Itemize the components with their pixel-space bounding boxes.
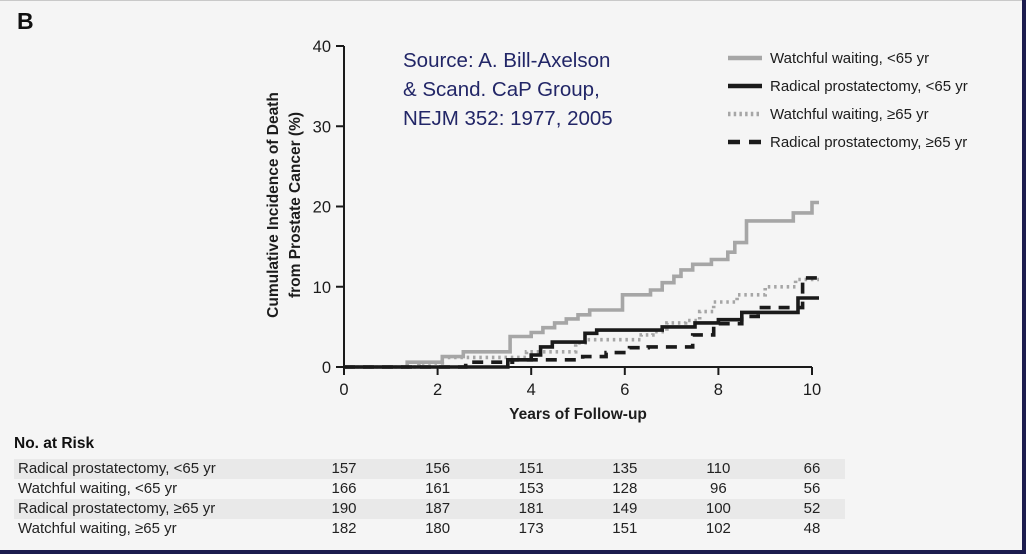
x-tick-label: 2 bbox=[433, 381, 442, 399]
risk-table-row: Radical prostatectomy, <65 yr 157 156 151 13… bbox=[14, 459, 845, 479]
risk-count-cell: 161 bbox=[425, 480, 451, 497]
risk-count-cell: 156 bbox=[425, 460, 451, 477]
risk-count-cell: 135 bbox=[612, 460, 638, 477]
survival-step-chart: 0 10 20 30 40 0 2 4 6 8 10 bbox=[313, 38, 822, 399]
frame-right-border bbox=[1022, 0, 1026, 554]
risk-count-cell: 100 bbox=[705, 500, 731, 517]
frame-top-border bbox=[0, 0, 1026, 1]
series-curve-4 bbox=[344, 276, 819, 369]
risk-count-cell: 66 bbox=[803, 460, 821, 477]
legend-entry: Watchful waiting, ≥65 yr bbox=[728, 100, 968, 128]
risk-count-cell: 48 bbox=[803, 520, 821, 537]
risk-count-cell: 56 bbox=[803, 480, 821, 497]
legend-line-swatch bbox=[728, 139, 762, 145]
risk-count-cell: 182 bbox=[331, 520, 357, 537]
risk-count-cell: 157 bbox=[331, 460, 357, 477]
y-tick-label: 0 bbox=[322, 359, 331, 377]
legend-entry: Radical prostatectomy, ≥65 yr bbox=[728, 128, 968, 156]
risk-row-label: Watchful waiting, <65 yr bbox=[18, 480, 178, 497]
risk-count-cell: 102 bbox=[705, 520, 731, 537]
y-tick-label: 30 bbox=[313, 118, 331, 136]
x-tick-label: 6 bbox=[620, 381, 629, 399]
legend-line-swatch bbox=[728, 55, 762, 61]
chart-legend: Watchful waiting, <65 yr Radical prostate… bbox=[728, 44, 968, 156]
panel-letter: B bbox=[17, 8, 34, 34]
frame-bottom-border bbox=[0, 550, 1026, 554]
legend-entry: Radical prostatectomy, <65 yr bbox=[728, 72, 968, 100]
risk-count-cell: 166 bbox=[331, 480, 357, 497]
y-tick-label: 10 bbox=[313, 279, 331, 297]
risk-count-cell: 180 bbox=[425, 520, 451, 537]
y-tick-label: 20 bbox=[313, 199, 331, 217]
legend-line-swatch bbox=[728, 83, 762, 89]
source-citation-line: Source: A. Bill-Axelson bbox=[403, 49, 611, 72]
legend-line-swatch bbox=[728, 111, 762, 117]
risk-row-label: Radical prostatectomy, <65 yr bbox=[18, 460, 216, 477]
x-tick-label: 8 bbox=[714, 381, 723, 399]
x-tick-label: 0 bbox=[339, 381, 348, 399]
source-citation-line: & Scand. CaP Group, bbox=[403, 78, 600, 101]
risk-count-cell: 128 bbox=[612, 480, 638, 497]
legend-entry: Watchful waiting, <65 yr bbox=[728, 44, 968, 72]
risk-table-row: Watchful waiting, ≥65 yr 182 180 173 151 102 4… bbox=[14, 519, 845, 539]
risk-table-row: Watchful waiting, <65 yr 166 161 153 128 96 56 bbox=[14, 479, 845, 499]
risk-count-cell: 151 bbox=[612, 520, 638, 537]
legend-label: Watchful waiting, <65 yr bbox=[770, 49, 930, 67]
source-citation: Source: A. Bill-Axelson & Scand. CaP Grou… bbox=[403, 46, 613, 133]
x-axis-title: Years of Follow-up bbox=[509, 406, 647, 423]
legend-label: Watchful waiting, ≥65 yr bbox=[770, 105, 929, 123]
risk-count-cell: 153 bbox=[518, 480, 544, 497]
risk-count-cell: 190 bbox=[331, 500, 357, 517]
risk-count-cell: 52 bbox=[803, 500, 821, 517]
x-tick-label: 10 bbox=[803, 381, 821, 399]
risk-row-label: Watchful waiting, ≥65 yr bbox=[18, 520, 177, 537]
risk-table-row: Radical prostatectomy, ≥65 yr 190 187 181 14… bbox=[14, 499, 845, 519]
risk-count-cell: 151 bbox=[518, 460, 544, 477]
y-tick-label: 40 bbox=[313, 38, 331, 56]
risk-count-cell: 96 bbox=[710, 480, 727, 497]
series-curve-3 bbox=[344, 277, 819, 369]
risk-row-label: Radical prostatectomy, ≥65 yr bbox=[18, 500, 216, 517]
series-curve-1 bbox=[344, 200, 819, 369]
legend-label: Radical prostatectomy, <65 yr bbox=[770, 77, 968, 95]
risk-count-cell: 187 bbox=[425, 500, 451, 517]
risk-count-cell: 173 bbox=[518, 520, 544, 537]
risk-count-cell: 110 bbox=[706, 460, 731, 477]
risk-count-cell: 181 bbox=[518, 500, 544, 517]
risk-table-title: No. at Risk bbox=[14, 435, 95, 452]
x-tick-label: 4 bbox=[527, 381, 536, 399]
source-citation-line: NEJM 352: 1977, 2005 bbox=[403, 107, 613, 130]
risk-count-cell: 149 bbox=[612, 500, 638, 517]
legend-label: Radical prostatectomy, ≥65 yr bbox=[770, 133, 968, 151]
